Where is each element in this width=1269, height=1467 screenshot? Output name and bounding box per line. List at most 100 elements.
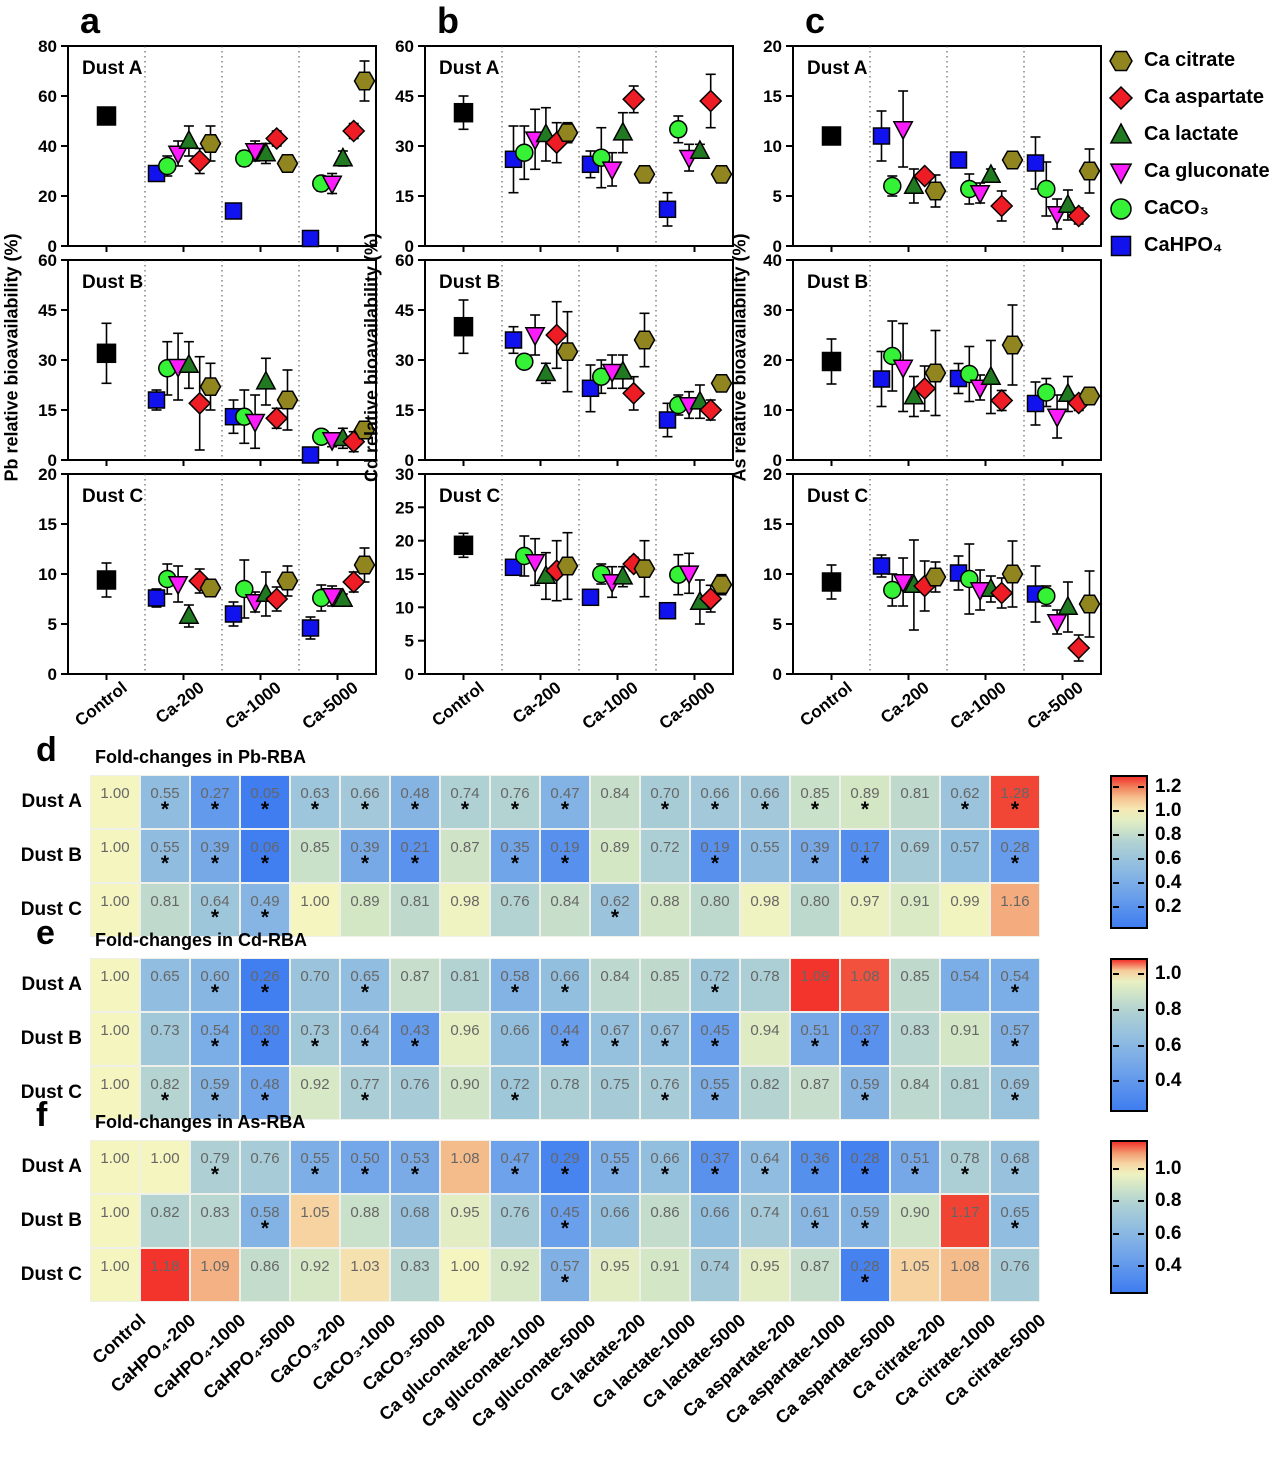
y-tick-label: 25 xyxy=(395,498,414,517)
cell-value: 0.66 xyxy=(700,1204,730,1221)
legend-label: CaCO₃ xyxy=(1144,197,1209,219)
heatmap-cell: 0.97 xyxy=(840,883,890,937)
y-tick-label: 30 xyxy=(38,351,57,370)
scatter-panel: 0 5 10 15 20 Dust C xyxy=(763,465,1102,684)
square-marker xyxy=(301,229,320,248)
cell-value: 0.72 xyxy=(650,839,680,856)
colorbar-tick xyxy=(1138,882,1144,884)
y-tick-label: 10 xyxy=(395,598,414,617)
heatmap-cell: 0.81 xyxy=(390,883,440,937)
heatmap-cell: 0.88 xyxy=(340,1194,390,1248)
cell-value: 0.66 xyxy=(600,1204,630,1221)
heatmap-cell: 0.66 * xyxy=(540,958,590,1012)
heatmap-cell: 0.78 xyxy=(540,1066,590,1120)
hexagon-marker xyxy=(276,390,299,410)
square-marker xyxy=(453,535,474,556)
cell-value: 0.27 xyxy=(200,785,230,802)
y-tick-label: 45 xyxy=(395,87,414,106)
y-tick-label: 10 xyxy=(38,565,57,584)
heatmap-cell: 0.69 * xyxy=(990,1066,1040,1120)
heatmap-cell: 0.84 xyxy=(890,1066,940,1120)
significance-asterisk: * xyxy=(710,1089,720,1112)
heatmap-cell: 1.00 xyxy=(440,1248,490,1302)
cell-value: 0.85 xyxy=(650,968,680,985)
heatmap-cell: 0.74 xyxy=(690,1248,740,1302)
heatmap-cell: 0.65 xyxy=(140,958,190,1012)
y-tick-label: 60 xyxy=(38,87,57,106)
triangle-up-marker xyxy=(332,587,354,607)
heatmap-cell: 0.70 xyxy=(290,958,340,1012)
heatmap-cell: 0.55 * xyxy=(590,1140,640,1194)
significance-asterisk: * xyxy=(560,798,570,821)
cell-value: 0.66 xyxy=(750,785,780,802)
heatmap-cell: 0.75 xyxy=(590,1066,640,1120)
diamond-marker xyxy=(265,587,289,611)
cell-value: 0.59 xyxy=(200,1076,230,1093)
y-tick-label: 15 xyxy=(38,401,57,420)
significance-asterisk: * xyxy=(1010,852,1020,875)
y-tick-label: 5 xyxy=(405,632,414,651)
heatmap-cell: 0.77 * xyxy=(340,1066,390,1120)
heatmap-cell: 0.89 * xyxy=(840,775,890,829)
significance-asterisk: * xyxy=(560,1035,570,1058)
triangle-up-marker xyxy=(903,174,925,194)
y-tick-label: 30 xyxy=(763,301,782,320)
significance-asterisk: * xyxy=(710,1035,720,1058)
heatmap-cell: 0.76 xyxy=(240,1140,290,1194)
heatmap-cell: 0.21 * xyxy=(390,829,440,883)
cell-value: 0.68 xyxy=(400,1204,430,1221)
triangle-up-marker xyxy=(178,353,200,373)
cell-value: 0.85 xyxy=(300,839,330,856)
heatmap-cell: 0.54 xyxy=(940,958,990,1012)
colorbar-tick xyxy=(1138,810,1144,812)
circle-marker xyxy=(235,149,254,168)
triangle-up-marker xyxy=(535,122,557,143)
circle-marker xyxy=(515,143,534,162)
colorbar-tick xyxy=(1112,1264,1119,1267)
diamond-marker xyxy=(990,194,1014,218)
significance-asterisk: * xyxy=(1010,1035,1020,1058)
heatmap-cell: 1.00 xyxy=(90,883,140,937)
cell-value: 0.69 xyxy=(900,839,930,856)
hexagon-marker xyxy=(1001,335,1024,355)
colorbar-tick xyxy=(1112,1168,1119,1170)
cell-value: 0.48 xyxy=(400,785,430,802)
y-tick-label: 10 xyxy=(763,137,782,156)
cell-value: 1.08 xyxy=(450,1150,480,1167)
cell-value: 0.83 xyxy=(400,1258,430,1275)
square-marker xyxy=(504,331,523,349)
y-tick-label: 0 xyxy=(773,451,782,470)
heatmap-cell: 1.00 xyxy=(90,958,140,1012)
heatmap-cell: 1.09 xyxy=(190,1248,240,1302)
heatmap-cell: 0.89 xyxy=(590,829,640,883)
heatmap-cell: 0.74 xyxy=(740,1194,790,1248)
scatter-x-label: Ca-1000 xyxy=(946,678,1010,734)
cell-value: 0.92 xyxy=(300,1076,330,1093)
triangle-up-marker xyxy=(612,360,634,380)
heatmap-cell: 0.37 * xyxy=(690,1140,740,1194)
triangle-down-marker xyxy=(892,121,914,141)
heatmap-cell: 0.84 xyxy=(540,883,590,937)
significance-asterisk: * xyxy=(860,1035,870,1058)
dust-label: Dust C xyxy=(807,486,869,507)
heatmap-cell: 0.64 * xyxy=(340,1012,390,1066)
square-marker xyxy=(872,127,891,145)
panel-letter: d xyxy=(36,731,57,769)
heatmap-cell: 0.72 * xyxy=(690,958,740,1012)
cell-value: 0.58 xyxy=(500,968,530,985)
heatmap-cell: 0.62 * xyxy=(940,775,990,829)
significance-asterisk: * xyxy=(610,1163,620,1186)
panel-letter: a xyxy=(80,0,101,41)
panel-letter: e xyxy=(36,914,55,952)
colorbar-tick xyxy=(1138,786,1144,788)
heatmap-row-label: Dust B xyxy=(20,1210,82,1231)
cell-value: 0.92 xyxy=(300,1258,330,1275)
colorbar-tick xyxy=(1112,786,1119,788)
triangle-up-marker xyxy=(255,370,277,390)
y-tick-label: 40 xyxy=(763,251,782,270)
cell-value: 0.94 xyxy=(750,1022,780,1039)
triangle-down-marker xyxy=(524,327,546,347)
heatmap-row-label: Dust B xyxy=(20,845,82,866)
y-tick-label: 0 xyxy=(48,451,57,470)
heatmap-row-label: Dust C xyxy=(20,1264,82,1285)
